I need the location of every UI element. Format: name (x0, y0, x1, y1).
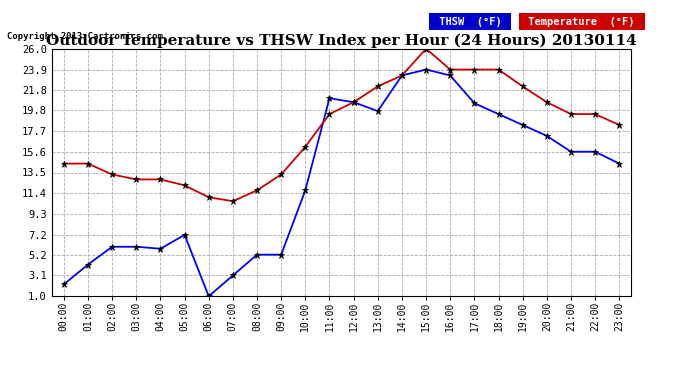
Text: Temperature  (°F): Temperature (°F) (522, 17, 641, 27)
Text: THSW  (°F): THSW (°F) (433, 17, 508, 27)
Title: Outdoor Temperature vs THSW Index per Hour (24 Hours) 20130114: Outdoor Temperature vs THSW Index per Ho… (46, 33, 637, 48)
Text: Copyright 2013 Cartronics.com: Copyright 2013 Cartronics.com (7, 32, 163, 41)
